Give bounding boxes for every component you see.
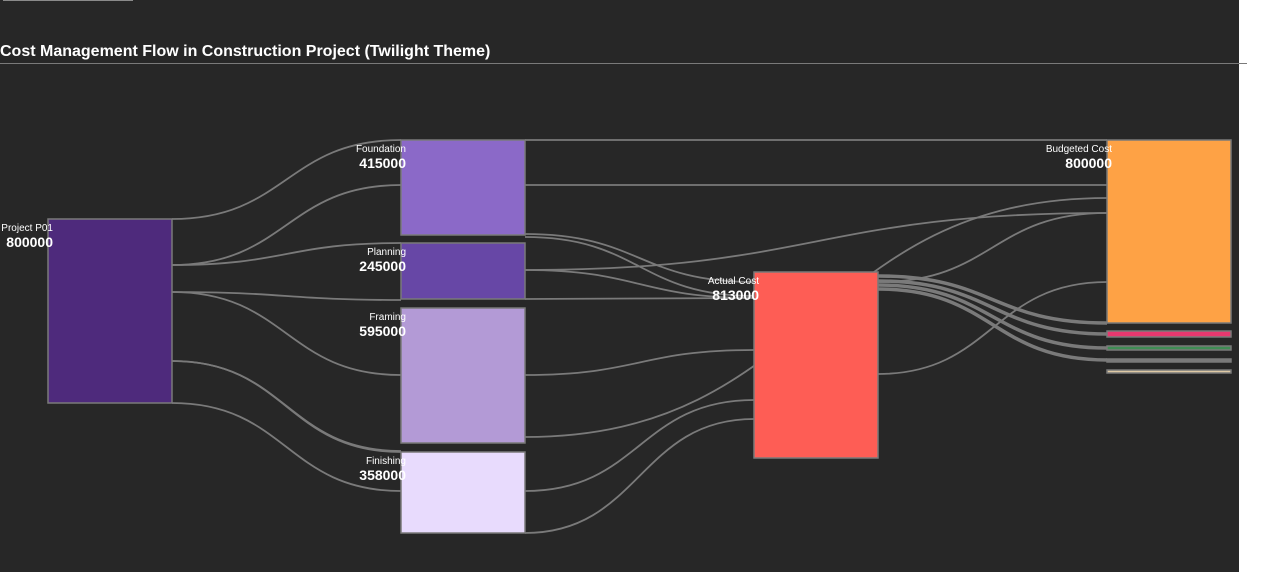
title-divider [0,63,1247,64]
chart-panel [0,0,1239,572]
sankey-node-value-planning: 245000 [359,258,406,274]
sankey-link-framing-actual [524,349,755,376]
sankey-node-actual [753,271,879,459]
sankey-node-v3 [1106,358,1232,363]
sankey-node-label-p01: Project P01 [1,223,53,234]
sankey-link-foundation-actual [524,233,755,283]
sankey-link-actual-v4 [877,287,1108,362]
sankey-node-value-actual: 813000 [712,287,759,303]
sankey-nodes [47,139,1232,534]
sankey-link-actual-v1 [877,274,1108,325]
sankey-node-value-budgeted: 800000 [1065,155,1112,171]
sankey-node-label-actual: Actual Cost [708,276,759,287]
sankey-link-finishing-actual [524,418,755,534]
sankey-link-p01-foundation [171,139,402,220]
sankey-node-budgeted [1106,139,1232,324]
sankey-node-foundation [400,139,526,236]
sankey-node-v2 [1106,345,1232,351]
sankey-link-actual-v3 [877,283,1108,350]
sankey-link-actual-budgeted [877,281,1108,375]
sankey-links [171,139,1108,534]
sankey-node-label-framing: Framing [369,312,406,323]
sankey-labels: Project P01800000Foundation415000Plannin… [1,144,1112,483]
sankey-chart: Project P01800000Foundation415000Plannin… [1,139,1232,534]
sankey-node-value-framing: 595000 [359,323,406,339]
sankey-link-planning-actual [524,297,755,300]
sankey-node-label-foundation: Foundation [356,144,406,155]
sankey-node-planning [400,242,526,300]
sankey-link-p01-framing [171,360,402,452]
sankey-link-actual-v2 [877,279,1108,336]
sankey-node-v1 [1106,330,1232,338]
sankey-link-p01-finishing [171,402,402,492]
sankey-node-p01 [47,218,173,404]
sankey-node-finishing [400,451,526,534]
sankey-node-label-budgeted: Budgeted Cost [1046,144,1112,155]
sankey-node-label-finishing: Finishing [366,456,406,467]
sankey-link-p01-planning [171,242,402,266]
sankey-node-value-p01: 800000 [6,234,53,250]
sankey-node-framing [400,307,526,444]
sankey-link-finishing-actual [524,399,755,492]
sankey-link-p01-planning [171,291,402,301]
sankey-link-planning-budgeted [524,212,1108,271]
sankey-node-value-finishing: 358000 [359,467,406,483]
sankey-node-v4 [1106,369,1232,374]
sankey-node-value-foundation: 415000 [359,155,406,171]
chart-title: Cost Management Flow in Construction Pro… [0,43,491,60]
sankey-link-planning-actual [524,269,755,299]
sankey-link-p01-framing [171,291,402,376]
sankey-link-p01-foundation [171,184,402,266]
sankey-node-label-planning: Planning [367,247,406,258]
tab-indicator [3,0,133,1]
